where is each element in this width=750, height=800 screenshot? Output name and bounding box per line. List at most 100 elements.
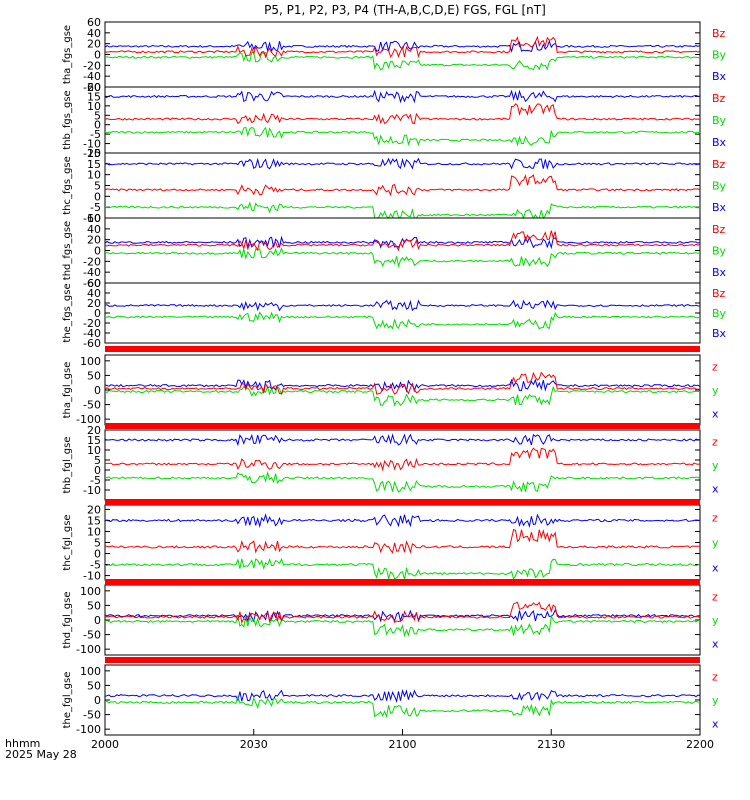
trace-y	[104, 470, 701, 493]
panel-frame	[104, 217, 701, 284]
trace-x	[104, 89, 700, 104]
trace-z	[104, 371, 700, 395]
legend-z: z	[712, 361, 718, 374]
y-tick-label: 0	[94, 190, 101, 203]
legend-By: By	[712, 114, 727, 127]
y-tick-label: 20	[87, 234, 101, 247]
y-tick-label: -60	[83, 81, 101, 94]
legend-By: By	[712, 49, 727, 62]
legend-y: y	[712, 384, 719, 397]
y-tick-label: 15	[87, 158, 101, 171]
legend-z: z	[712, 671, 718, 684]
y-tick-label: 100	[80, 665, 101, 678]
y-tick-label: 50	[87, 599, 101, 612]
legend-x: x	[712, 482, 719, 495]
y-tick-label: -100	[76, 643, 101, 656]
trace-y	[104, 695, 701, 719]
y-tick-label: 100	[80, 585, 101, 598]
y-tick-label: -100	[76, 413, 101, 426]
x-tick-label: 2200	[686, 738, 714, 751]
legend-Bz: Bz	[712, 92, 726, 105]
y-tick-label: -50	[83, 399, 101, 412]
legend-Bx: Bx	[712, 327, 727, 340]
y-tick-label: -5	[90, 201, 101, 214]
trace-y	[105, 557, 701, 581]
y-tick-label: 0	[94, 119, 101, 132]
y-tick-label: 15	[87, 434, 101, 447]
panel-frame	[104, 664, 701, 736]
y-tick-label: -10	[83, 484, 101, 497]
y-tick-label: 0	[94, 694, 101, 707]
y-tick-label: 0	[94, 548, 101, 561]
y-axis-label: tha_fgl_gse	[62, 362, 73, 419]
y-tick-label: 40	[87, 27, 101, 40]
panel-frame	[104, 282, 701, 344]
y-tick-label: 5	[94, 180, 101, 193]
y-tick-label: 15	[87, 514, 101, 527]
y-tick-label: -5	[90, 128, 101, 141]
y-tick-label: -50	[83, 709, 101, 722]
trace-y	[104, 614, 701, 638]
legend-Bz: Bz	[712, 287, 726, 300]
legend-x: x	[712, 407, 719, 420]
flag-bar	[105, 657, 700, 663]
panel-frame	[104, 21, 701, 88]
trace-x	[104, 688, 701, 703]
y-tick-label: 10	[87, 169, 101, 182]
trace-z	[104, 528, 700, 554]
y-tick-label: 0	[94, 614, 101, 627]
legend-y: y	[712, 694, 719, 707]
y-tick-label: -40	[83, 266, 101, 279]
trace-z	[104, 230, 701, 252]
trace-x	[104, 378, 701, 393]
trace-x	[104, 235, 701, 250]
x-tick-label: 2130	[537, 738, 565, 751]
y-tick-label: 40	[87, 287, 101, 300]
trace-y	[104, 201, 701, 220]
trace-y	[104, 311, 701, 330]
y-tick-label: -5	[90, 474, 101, 487]
legend-Bx: Bx	[712, 201, 727, 214]
legend-Bx: Bx	[712, 136, 727, 149]
legend-y: y	[712, 614, 719, 627]
flag-bar	[105, 346, 700, 352]
y-tick-label: 0	[94, 245, 101, 258]
legend-x: x	[712, 717, 719, 730]
trace-x	[104, 157, 701, 170]
time-format-label: hhmm	[5, 737, 40, 750]
y-tick-label: 60	[87, 212, 101, 225]
y-tick-label: 0	[94, 464, 101, 477]
y-axis-label: thd_fgs_gse	[62, 221, 73, 280]
y-tick-label: -40	[83, 70, 101, 83]
flag-bar	[105, 423, 700, 429]
x-tick-label: 2030	[240, 738, 268, 751]
legend-Bx: Bx	[712, 266, 727, 279]
legend-z: z	[712, 436, 718, 449]
trace-y	[104, 247, 701, 269]
y-tick-label: 20	[87, 38, 101, 51]
y-tick-label: -10	[83, 138, 101, 151]
y-axis-label: thb_fgs_gse	[62, 90, 73, 149]
trace-x	[104, 299, 701, 312]
y-tick-label: 20	[87, 297, 101, 310]
legend-Bz: Bz	[712, 27, 726, 40]
x-tick-label: 2000	[91, 738, 119, 751]
legend-Bz: Bz	[712, 158, 726, 171]
y-axis-label: the_fgs_gse	[62, 283, 73, 342]
trace-z	[104, 35, 701, 59]
y-tick-label: 10	[87, 444, 101, 457]
y-tick-label: 0	[94, 307, 101, 320]
y-tick-label: 100	[80, 355, 101, 368]
y-axis-label: tha_fgs_gse	[62, 25, 73, 84]
y-tick-label: 40	[87, 223, 101, 236]
flag-bar	[105, 579, 700, 585]
y-tick-label: 0	[94, 49, 101, 62]
